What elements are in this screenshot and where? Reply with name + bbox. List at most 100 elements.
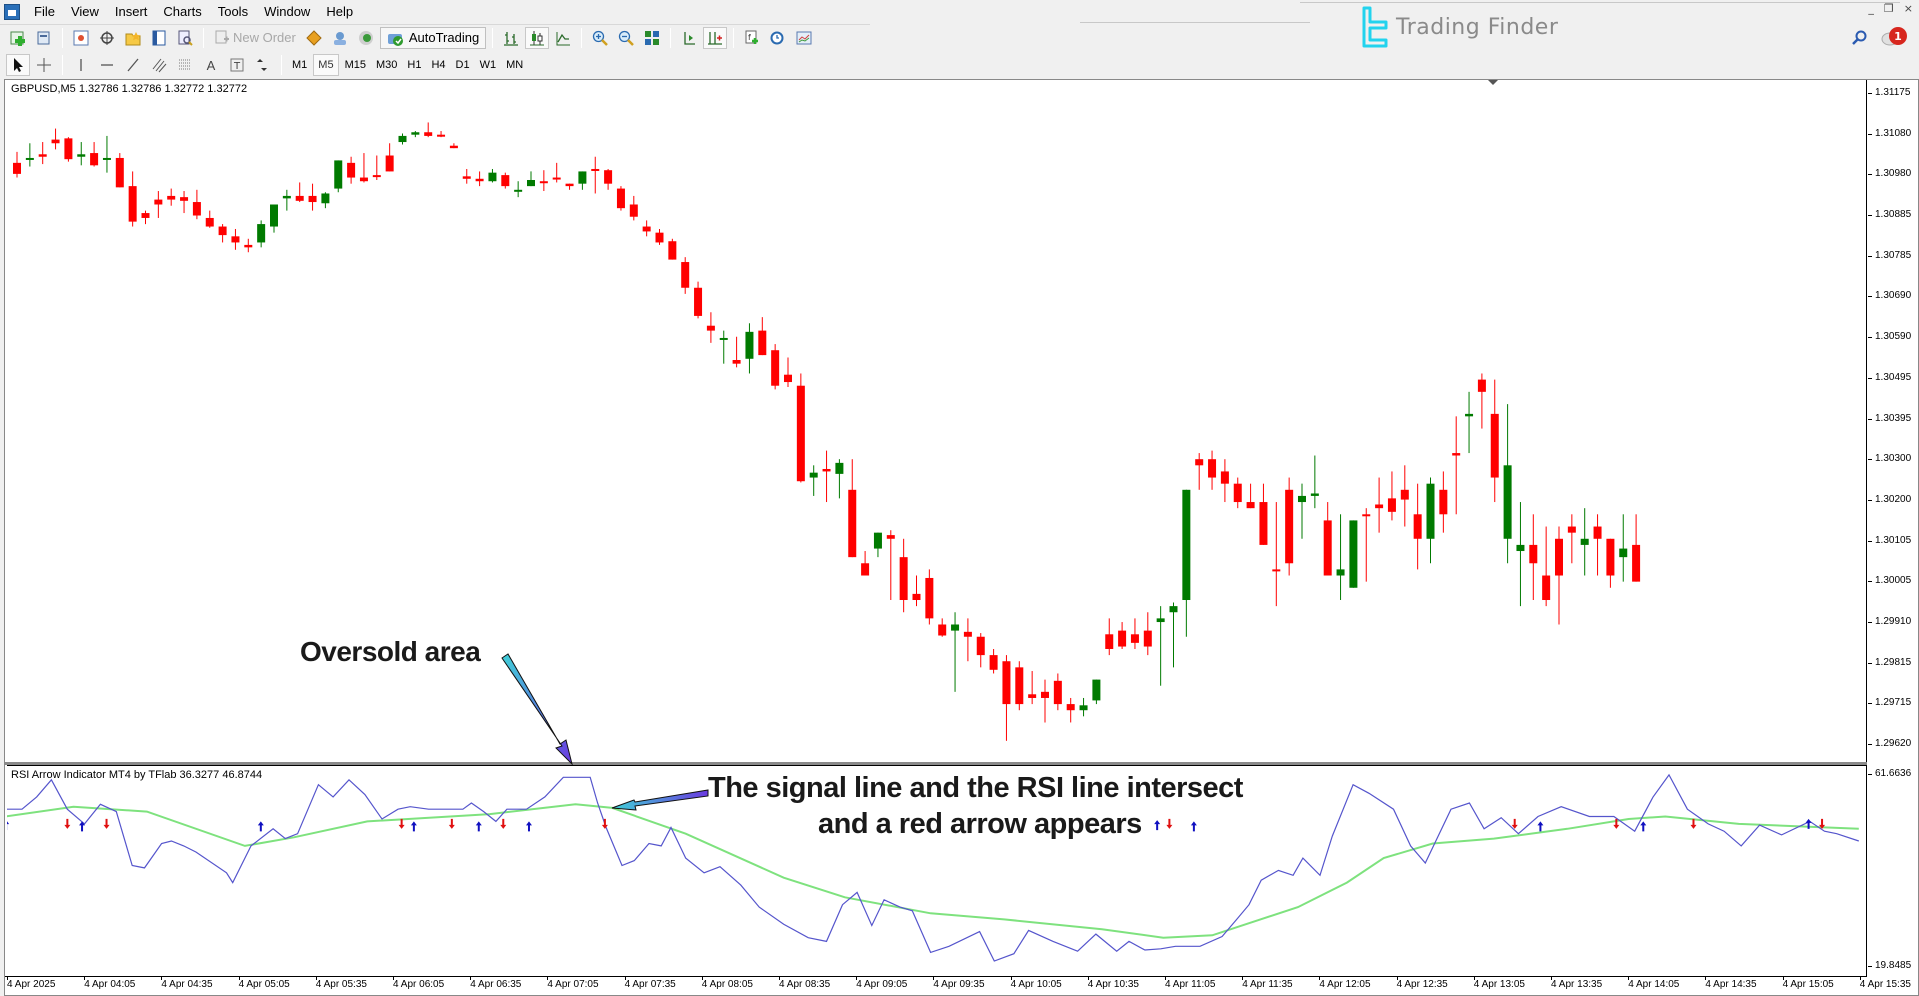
time-tick: 4 Apr 13:05 <box>1473 976 1525 990</box>
zoom-out-button[interactable] <box>614 27 638 49</box>
metaeditor-button[interactable] <box>302 27 326 49</box>
templates-button[interactable] <box>792 27 816 49</box>
vertical-line-tool[interactable] <box>69 54 93 76</box>
candlestick-button[interactable] <box>525 26 550 49</box>
minimize-button[interactable]: _ <box>1868 2 1874 15</box>
candle-body <box>90 153 99 166</box>
text-tool[interactable]: A <box>199 54 223 76</box>
candle-body <box>1529 544 1538 564</box>
indicators-button[interactable]: f <box>740 27 764 49</box>
crosshair-tool[interactable] <box>32 54 56 76</box>
svg-text:f: f <box>748 33 751 42</box>
text-label-icon: T <box>230 58 244 72</box>
timeframe-mn[interactable]: MN <box>506 59 524 71</box>
menu-tools[interactable]: Tools <box>217 4 249 19</box>
close-button[interactable]: × <box>1903 2 1913 15</box>
horizontal-line-tool[interactable] <box>95 54 119 76</box>
strategy-tester-button[interactable] <box>173 27 197 49</box>
candle-body <box>976 636 985 656</box>
indicators-icon: f <box>745 30 759 44</box>
timeframe-m1[interactable]: M1 <box>292 59 308 71</box>
annotation-signal-line1: The signal line and the RSI line interse… <box>708 772 1243 804</box>
sell-arrow-icon <box>103 818 110 829</box>
candle-body <box>514 189 523 192</box>
market-button[interactable] <box>354 27 378 49</box>
sell-arrow-icon <box>448 818 455 829</box>
time-tick: 4 Apr 11:35 <box>1242 976 1293 990</box>
signals-button[interactable] <box>328 27 352 49</box>
bar-chart-button[interactable] <box>499 27 523 49</box>
indicator-pane[interactable]: RSI Arrow Indicator MT4 by TFlab 36.3277… <box>7 765 1867 976</box>
tile-windows-button[interactable] <box>640 27 664 49</box>
candle-body <box>732 360 741 364</box>
channel-tool[interactable] <box>147 54 171 76</box>
candle-body <box>989 655 998 670</box>
text-label-tool[interactable]: T <box>225 54 249 76</box>
restore-button[interactable]: ❐ <box>1883 2 1894 15</box>
trendline-icon <box>127 58 139 72</box>
market-icon <box>358 30 373 45</box>
window-controls: _ ❐ × <box>1868 2 1913 15</box>
candle-body <box>411 132 420 135</box>
candle-body <box>1092 679 1101 701</box>
tile-windows-icon <box>645 30 660 45</box>
menu-file[interactable]: File <box>34 4 55 19</box>
arrows-tool[interactable] <box>251 54 275 76</box>
data-window-button[interactable] <box>95 27 119 49</box>
candle-body <box>578 171 587 184</box>
cursor-tool[interactable] <box>6 54 30 76</box>
timeframe-d1[interactable]: D1 <box>455 59 470 71</box>
chart-shift-marker[interactable] <box>1488 80 1498 85</box>
price-axis[interactable]: 61.6636 19.8485 1.31175 1.31080 1.30980 1.3… <box>1867 80 1919 976</box>
line-chart-button[interactable] <box>551 27 575 49</box>
search-icon[interactable] <box>1851 30 1867 46</box>
autotrading-button[interactable]: AutoTrading <box>379 26 487 49</box>
price-tick: 1.30980 <box>1867 168 1911 179</box>
timeframe-h4[interactable]: H4 <box>431 59 446 71</box>
sell-arrow-icon <box>601 818 608 829</box>
timeframe-w1[interactable]: W1 <box>479 59 497 71</box>
menu-view[interactable]: View <box>70 4 99 19</box>
buy-arrow-icon <box>1537 821 1544 832</box>
price-tick: 1.30590 <box>1867 331 1911 342</box>
price-tick: 1.31175 <box>1867 87 1910 98</box>
autoscroll-button[interactable] <box>677 27 701 49</box>
zoom-in-button[interactable] <box>588 27 612 49</box>
new-chart-button[interactable] <box>6 27 30 49</box>
candle-body <box>1516 544 1525 552</box>
navigator-button[interactable] <box>121 27 145 49</box>
price-chart-pane[interactable]: GBPUSD,M5 1.32786 1.32786 1.32772 1.3277… <box>7 80 1867 762</box>
price-tick: 1.30785 <box>1867 250 1911 261</box>
buy-arrow-icon <box>7 821 10 831</box>
time-axis[interactable]: 4 Apr 2025 4 Apr 04:05 4 Apr 04:35 4 Apr 05… <box>5 976 1911 996</box>
fibonacci-tool[interactable] <box>173 54 197 76</box>
autoscroll-icon <box>684 31 696 45</box>
notifications-button[interactable]: 1 <box>1881 27 1907 48</box>
candle-body <box>475 178 484 182</box>
terminal-button[interactable] <box>147 27 171 49</box>
new-order-button[interactable]: New Order <box>210 27 300 49</box>
buy-arrow-icon <box>525 821 532 832</box>
timeframe-m30[interactable]: M30 <box>375 59 398 71</box>
timeframe-m5[interactable]: M5 <box>313 54 339 76</box>
signals-icon <box>333 31 346 45</box>
menu-help[interactable]: Help <box>326 4 354 19</box>
time-tick: 4 Apr 05:35 <box>315 976 367 990</box>
menu-charts[interactable]: Charts <box>163 4 202 19</box>
pane-separator[interactable] <box>5 762 1867 765</box>
periods-button[interactable] <box>766 27 790 49</box>
timeframe-h1[interactable]: H1 <box>407 59 422 71</box>
profiles-button[interactable] <box>32 27 56 49</box>
indicator-info: RSI Arrow Indicator MT4 by TFlab 36.3277… <box>11 769 263 781</box>
menu-insert[interactable]: Insert <box>114 4 148 19</box>
sell-arrow-icon <box>500 818 507 829</box>
market-watch-button[interactable] <box>69 27 93 49</box>
menu-window[interactable]: Window <box>264 4 311 19</box>
time-tick: 4 Apr 09:05 <box>856 976 908 990</box>
chart-shift-button[interactable] <box>703 26 728 49</box>
timeframe-m15[interactable]: M15 <box>344 59 366 71</box>
price-tick: 1.31080 <box>1867 128 1911 139</box>
candle-body <box>1542 575 1551 601</box>
trendline-tool[interactable] <box>121 54 145 76</box>
time-tick: 4 Apr 08:05 <box>701 976 753 990</box>
